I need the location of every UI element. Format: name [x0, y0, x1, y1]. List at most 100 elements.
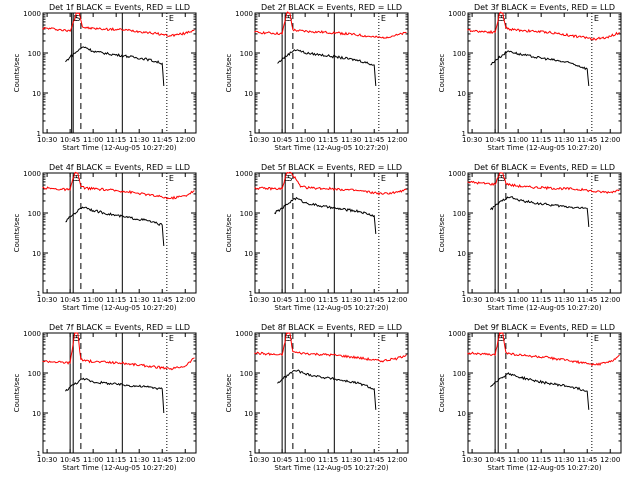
panel-title: Det 4f BLACK = Events, RED = LLD — [49, 163, 190, 172]
x-tick-label: 10:30 — [462, 296, 482, 304]
x-tick-label: 11:30 — [554, 136, 574, 144]
y-tick-label: 1 — [249, 290, 253, 298]
event-marker-label: S — [287, 334, 292, 343]
x-tick-label: 10:30 — [37, 456, 57, 464]
event-marker-label: S — [75, 334, 80, 343]
y-tick-label: 1000 — [448, 330, 466, 338]
detector-panel: Det 1f BLACK = Events, RED = LLD 10:30 10:… — [13, 3, 197, 152]
x-tick-label: 10:30 — [37, 136, 57, 144]
plot-frame — [42, 172, 197, 294]
detector-panel: Det 5f BLACK = Events, RED = LLD 10:30 10:… — [225, 163, 409, 312]
plot-frame — [467, 332, 622, 454]
event-marker-label: E — [381, 174, 386, 183]
panel-title: Det 1f BLACK = Events, RED = LLD — [49, 3, 190, 12]
panel-title: Det 7f BLACK = Events, RED = LLD — [49, 323, 190, 332]
panel-title: Det 6f BLACK = Events, RED = LLD — [474, 163, 615, 172]
plot-frame — [467, 172, 622, 294]
x-tick-label: 10:45 — [272, 136, 292, 144]
series-events-line — [65, 206, 165, 247]
x-tick-label: 11:15 — [531, 296, 551, 304]
y-tick-label: 1000 — [23, 330, 41, 338]
x-tick-label: 11:45 — [152, 136, 172, 144]
x-axis-label: Start Time (12-Aug-05 10:27:20) — [62, 464, 176, 472]
x-tick-label: 11:15 — [318, 456, 338, 464]
y-tick-label: 10 — [32, 410, 41, 418]
panel-title: Det 3f BLACK = Events, RED = LLD — [474, 3, 615, 12]
event-marker-label: S — [75, 14, 80, 23]
x-tick-label: 12:00 — [600, 136, 620, 144]
x-tick-label: 11:00 — [295, 296, 315, 304]
plot-frame — [254, 172, 409, 294]
y-tick-label: 100 — [453, 370, 466, 378]
x-axis-label: Start Time (12-Aug-05 10:27:20) — [487, 304, 601, 312]
x-tick-label: 10:30 — [462, 136, 482, 144]
x-tick-label: 10:45 — [485, 136, 505, 144]
x-tick-label: 11:15 — [106, 296, 126, 304]
series-lld-line — [42, 171, 195, 200]
series-events-line — [490, 50, 590, 87]
x-tick-label: 10:45 — [485, 296, 505, 304]
event-marker-label: S — [500, 334, 505, 343]
y-tick-label: 1000 — [235, 330, 253, 338]
series-events-line — [274, 196, 377, 234]
x-axis-label: Start Time (12-Aug-05 10:27:20) — [274, 144, 388, 152]
x-axis-label: Start Time (12-Aug-05 10:27:20) — [62, 304, 176, 312]
event-marker-label: E — [497, 14, 502, 23]
x-axis-label: Start Time (12-Aug-05 10:27:20) — [274, 304, 388, 312]
detector-panel: Det 3f BLACK = Events, RED = LLD 10:30 10:… — [438, 3, 622, 152]
event-marker-label: S — [287, 174, 292, 183]
series-lld-line — [42, 332, 195, 371]
x-tick-label: 11:30 — [129, 296, 149, 304]
event-marker-label: E — [497, 334, 502, 343]
y-tick-label: 1 — [37, 130, 41, 138]
y-tick-label: 10 — [244, 90, 253, 98]
panel-title: Det 8f BLACK = Events, RED = LLD — [261, 323, 402, 332]
y-tick-label: 1000 — [23, 170, 41, 178]
x-tick-label: 11:45 — [577, 456, 597, 464]
x-tick-label: 11:00 — [83, 296, 103, 304]
y-tick-label: 100 — [240, 50, 253, 58]
y-axis-label: Counts/sec — [13, 54, 21, 93]
y-tick-label: 1 — [462, 290, 466, 298]
series-events-line — [277, 369, 377, 410]
detector-panel: Det 2f BLACK = Events, RED = LLD 10:30 10:… — [225, 3, 409, 152]
x-tick-label: 10:30 — [462, 456, 482, 464]
y-axis-label: Counts/sec — [438, 54, 446, 93]
y-tick-label: 1000 — [448, 170, 466, 178]
x-tick-label: 12:00 — [600, 456, 620, 464]
event-marker-label: E — [169, 334, 174, 343]
x-axis-label: Start Time (12-Aug-05 10:27:20) — [62, 144, 176, 152]
event-marker-label: E — [284, 14, 289, 23]
event-marker-label: E — [594, 14, 599, 23]
x-tick-label: 11:30 — [341, 296, 361, 304]
x-tick-label: 11:45 — [152, 456, 172, 464]
event-marker-label: E — [72, 334, 77, 343]
x-tick-label: 11:30 — [341, 136, 361, 144]
detector-panel: Det 6f BLACK = Events, RED = LLD 10:30 10:… — [438, 163, 622, 312]
x-tick-label: 11:30 — [554, 456, 574, 464]
x-tick-label: 11:45 — [152, 296, 172, 304]
x-tick-label: 11:45 — [577, 296, 597, 304]
x-tick-label: 11:00 — [83, 136, 103, 144]
y-tick-label: 10 — [32, 250, 41, 258]
event-marker-label: S — [287, 14, 292, 23]
x-tick-label: 11:45 — [577, 136, 597, 144]
x-axis-label: Start Time (12-Aug-05 10:27:20) — [487, 464, 601, 472]
x-tick-label: 10:30 — [249, 136, 269, 144]
x-tick-label: 11:00 — [295, 136, 315, 144]
x-tick-label: 10:45 — [485, 456, 505, 464]
y-tick-label: 100 — [453, 50, 466, 58]
event-marker-label: E — [72, 174, 77, 183]
x-tick-label: 11:30 — [341, 456, 361, 464]
y-tick-label: 1000 — [448, 10, 466, 18]
x-tick-label: 10:30 — [249, 296, 269, 304]
y-tick-label: 1000 — [23, 10, 41, 18]
x-tick-label: 11:30 — [129, 136, 149, 144]
x-tick-label: 10:30 — [249, 456, 269, 464]
series-lld-line — [254, 332, 407, 363]
x-tick-label: 10:45 — [272, 456, 292, 464]
x-axis-label: Start Time (12-Aug-05 10:27:20) — [487, 144, 601, 152]
x-tick-label: 11:15 — [106, 456, 126, 464]
x-tick-label: 10:45 — [272, 296, 292, 304]
x-tick-label: 11:00 — [508, 296, 528, 304]
